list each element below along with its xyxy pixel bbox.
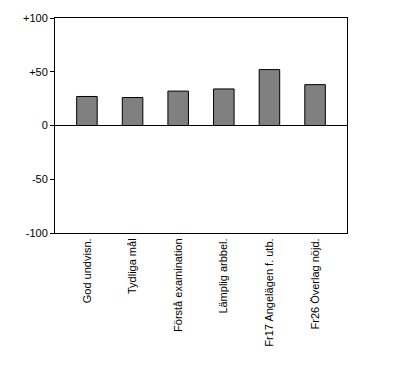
svg-text:God undvisn.: God undvisn. <box>81 238 93 303</box>
svg-text:+50: +50 <box>29 66 48 78</box>
svg-text:Tydliga mål: Tydliga mål <box>126 238 138 294</box>
svg-text:+100: +100 <box>23 12 48 24</box>
svg-text:Förstå examination: Förstå examination <box>172 238 184 332</box>
svg-text:0: 0 <box>42 119 48 131</box>
svg-text:Lämplig arbbel.: Lämplig arbbel. <box>217 238 229 313</box>
svg-text:Fr26 Överlag nöjd.: Fr26 Överlag nöjd. <box>309 238 321 329</box>
svg-text:-100: -100 <box>26 227 48 239</box>
svg-text:Fr17 Angelägen f. utb.: Fr17 Angelägen f. utb. <box>263 238 275 346</box>
svg-text:-50: -50 <box>32 173 48 185</box>
